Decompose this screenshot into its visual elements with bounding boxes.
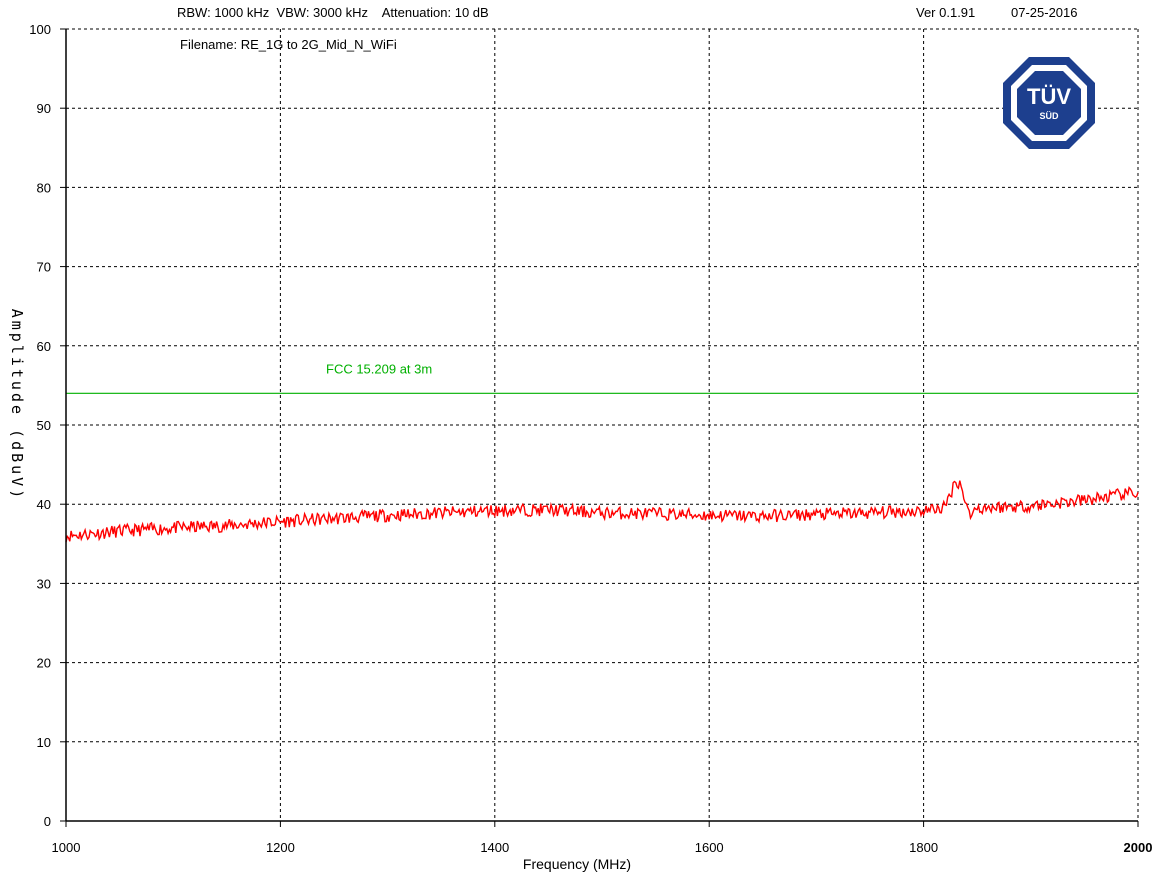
y-axis-title: Amplitude (dBuV) <box>8 309 26 502</box>
version-text: Ver 0.1.91 <box>916 5 976 20</box>
x-tick-label: 1000 <box>52 840 81 855</box>
y-tick-label: 70 <box>37 260 51 275</box>
tuv-sud-logo: TÜV SÜD <box>1003 57 1095 149</box>
y-tick-label: 40 <box>37 497 51 512</box>
y-tick-label: 50 <box>37 418 51 433</box>
y-tick-label: 30 <box>37 576 51 591</box>
limit-line-label: FCC 15.209 at 3m <box>326 361 432 376</box>
grid-layer <box>66 28 1139 821</box>
settings-text: RBW: 1000 kHz VBW: 3000 kHz Attenuation:… <box>177 5 489 20</box>
y-tick-label: 80 <box>37 180 51 195</box>
y-tick-label: 10 <box>37 735 51 750</box>
date-text: 07-25-2016 <box>1011 5 1078 20</box>
x-tick-label: 1400 <box>480 840 509 855</box>
logo-top-text: TÜV <box>1027 84 1071 109</box>
amplitude-trace <box>65 480 1139 543</box>
series-layer <box>65 480 1139 543</box>
x-axis-title: Frequency (MHz) <box>523 856 631 872</box>
y-tick-label: 60 <box>37 339 51 354</box>
x-tick-label: 2000 <box>1124 840 1153 855</box>
y-tick-label: 90 <box>37 101 51 116</box>
x-tick-label: 1600 <box>695 840 724 855</box>
logo-bottom-text: SÜD <box>1039 111 1059 121</box>
y-tick-label: 0 <box>44 814 51 829</box>
x-tick-label: 1800 <box>909 840 938 855</box>
axis-layer: 0 10 20 30 40 50 60 70 80 90 100 1000 1200 1400 1600 18… <box>29 22 1152 855</box>
x-tick-label: 1200 <box>266 840 295 855</box>
y-tick-label: 20 <box>37 656 51 671</box>
limit-layer: FCC 15.209 at 3m <box>66 361 1138 394</box>
y-tick-label: 100 <box>29 22 51 37</box>
logo-inner-octagon <box>1017 71 1081 135</box>
filename-text: Filename: RE_1G to 2G_Mid_N_WiFi <box>180 37 397 52</box>
